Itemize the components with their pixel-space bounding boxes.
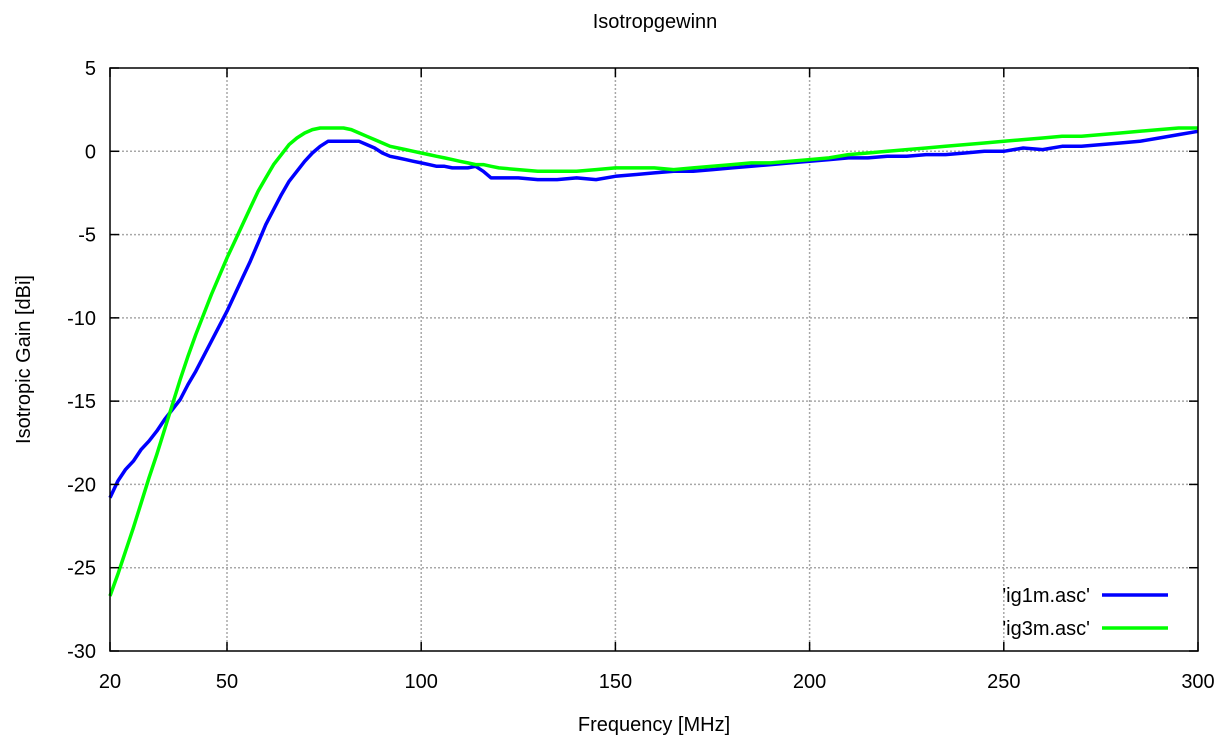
y-tick-label: -5	[78, 225, 96, 247]
plot-frame	[109, 67, 1199, 652]
x-tick-label: 20	[99, 671, 121, 693]
x-tick-label: 150	[599, 671, 632, 693]
legend: 'ig1m.asc' 'ig3m.asc'	[1002, 585, 1168, 640]
y-tick-label: 5	[85, 58, 96, 80]
chart-title: Isotropgewinn	[593, 11, 718, 33]
y-axis-label: Isotropic Gain [dBi]	[13, 275, 35, 444]
x-tick-label: 200	[793, 671, 826, 693]
series-line	[108, 129, 1199, 499]
legend-label: 'ig1m.asc'	[1002, 585, 1090, 607]
series-line	[108, 126, 1198, 597]
y-tick-label: 0	[85, 141, 96, 163]
y-tick-label: -25	[67, 558, 96, 580]
y-tick-label: -15	[67, 391, 96, 413]
x-tick-label: 50	[216, 671, 238, 693]
y-tick-label: -30	[67, 641, 96, 663]
y-tick-label: -20	[67, 474, 96, 496]
series-lines	[108, 126, 1199, 597]
x-tick-label: 250	[987, 671, 1020, 693]
x-tick-label: 100	[405, 671, 438, 693]
legend-label: 'ig3m.asc'	[1002, 618, 1090, 640]
x-tick-label: 300	[1181, 671, 1214, 693]
axis-ticks: 20 50 100 150 200 250 300 -30 -25 -20 -15 -10 -5 0 5	[67, 58, 1215, 693]
grid	[110, 68, 1198, 651]
x-axis-label: Frequency [MHz]	[578, 714, 730, 736]
y-tick-label: -10	[67, 308, 96, 330]
